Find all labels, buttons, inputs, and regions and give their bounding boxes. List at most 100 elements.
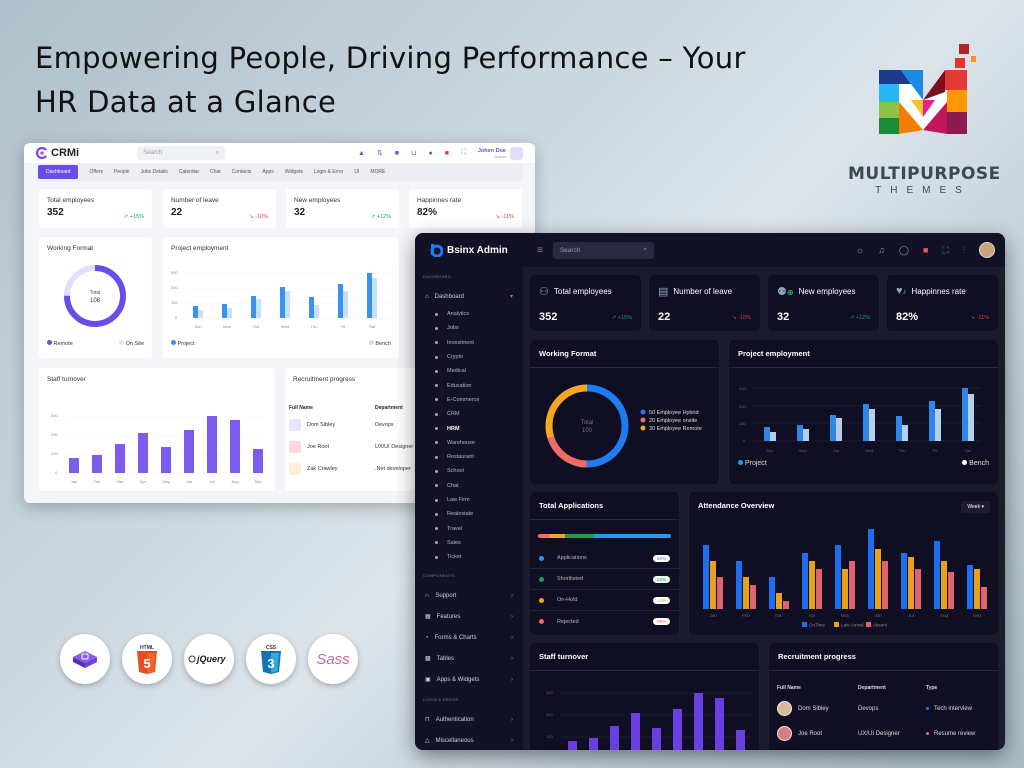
table-row[interactable]: Joe Root UX/UI Designer — [285, 431, 425, 453]
card-title: Recruitment progress — [293, 376, 356, 383]
chevron-right-icon: › — [511, 613, 513, 620]
sidebar-sub-medical[interactable]: Medical — [415, 364, 523, 378]
svg-text:100: 100 — [582, 428, 593, 434]
nav-people[interactable]: People — [114, 169, 130, 175]
admin-logo-text: Bsinx Admin — [447, 244, 508, 256]
admin-search-placeholder: Search — [559, 246, 581, 254]
crm-logo-text: CRMi — [51, 147, 80, 159]
sidebar-item-tables[interactable]: ▩ Tables › — [425, 655, 513, 663]
sidebar-item-forms-charts[interactable]: ◔ Forms & Charts › — [425, 634, 513, 641]
fullscreen-icon[interactable]: ⛶ — [942, 244, 949, 255]
nav-contacts[interactable]: Contacts — [231, 169, 252, 175]
sidebar-sub-sales[interactable]: Sales — [415, 536, 523, 550]
nav-jobs-details[interactable]: Jobs Details — [140, 169, 168, 175]
svg-text:Jan: Jan — [71, 479, 77, 484]
stat-value: 22 — [171, 207, 183, 218]
crm-search-input[interactable]: Search ⌕ — [137, 146, 226, 160]
svg-text:Mon: Mon — [223, 324, 231, 329]
nav-login-error[interactable]: Login & Error — [313, 169, 344, 175]
m-logo-icon — [871, 42, 977, 142]
user-role: Admin — [494, 153, 506, 159]
avatar[interactable] — [979, 242, 995, 258]
flag-icon[interactable]: ■ — [444, 149, 449, 157]
fullscreen-icon[interactable]: ⛶ — [460, 149, 466, 156]
sidebar-sub-jobs[interactable]: Jobs — [415, 321, 523, 335]
sidebar-item-authentication[interactable]: ⊓ Authentication › — [425, 716, 513, 724]
list-item: On-Hold 12% — [530, 590, 679, 611]
nav-widgets[interactable]: Widgets — [284, 169, 303, 175]
table-row[interactable]: Zak Crawley .Net developer — [285, 453, 425, 475]
heart-icon: ♥♪ — [896, 285, 907, 297]
crm-header: CRMi Search ⌕ ▲ ⇅ ■ ⊔ ● ■ ⛶ Johen Doe Adm… — [24, 143, 535, 163]
staff-turnover-dark-chart: 300 200 100 — [546, 690, 750, 750]
table-row[interactable]: Joe Root UX/UI Designer Resume review — [769, 716, 998, 741]
table-row[interactable]: Dom Sibley Devops Tech interview — [769, 691, 998, 716]
sass-icon: Sass — [308, 634, 358, 684]
project-employment-legend: Project Bench — [729, 460, 998, 467]
sidebar-sub-investment[interactable]: Investment — [415, 336, 523, 350]
admin-sidebar: DASHBOARD ⌂ Dashboard ▾ Analytics Jobs I… — [415, 267, 523, 750]
flag-icon[interactable]: ■ — [922, 245, 929, 255]
bell-icon[interactable]: ▲ — [357, 149, 365, 157]
chat-icon[interactable]: ◯ — [898, 244, 909, 255]
admin-logo[interactable]: Bsinx Admin — [415, 243, 523, 257]
theme-toggle-sun-icon[interactable]: ☼ — [855, 245, 865, 255]
sidebar-item-dashboard[interactable]: ⌂ Dashboard ▾ — [425, 293, 513, 301]
nav-calendar[interactable]: Calendar — [178, 169, 200, 175]
sidebar-sub-school[interactable]: School — [415, 464, 523, 478]
sidebar-item-miscellaneous[interactable]: △ Miscellaneous › — [425, 737, 513, 745]
cart-icon[interactable]: ⊔ — [411, 150, 417, 157]
sidebar-sub-travel[interactable]: Travel — [415, 521, 523, 535]
bell-icon[interactable]: ♫ — [878, 245, 885, 255]
admin-content: ⚇ Total employees 352 ↗ +15% ▤ Number of l… — [523, 267, 1005, 750]
crm-top-nav: Dashboard Offers People Jobs Details Cal… — [36, 163, 523, 181]
nav-ui[interactable]: UI — [354, 169, 360, 175]
sidebar-sub-crypto[interactable]: Crypto — [415, 350, 523, 364]
crm-user-menu[interactable]: Johen Doe Admin — [478, 146, 523, 160]
nav-dashboard[interactable]: Dashboard — [38, 165, 79, 179]
sidebar-sub-realestate[interactable]: Realestate — [415, 507, 523, 521]
stat-change: ↘ -10% — [732, 315, 751, 321]
admin-search-input[interactable]: Search ⌕ — [552, 241, 654, 259]
sidebar-sub-restaurant[interactable]: Restaurant — [415, 450, 523, 464]
stat-label: Total employees — [47, 197, 94, 204]
sidebar-item-features[interactable]: ▦ Features › — [425, 613, 513, 621]
crm-logo[interactable]: CRMi — [36, 147, 79, 159]
chevron-right-icon: › — [511, 655, 513, 662]
file-icon[interactable]: ■ — [394, 149, 400, 157]
sidebar-sub-warehouse[interactable]: Warehouse — [415, 436, 523, 450]
svg-text:Fri: Fri — [933, 448, 938, 453]
project-employment-legend: Project Bench — [163, 340, 399, 347]
svg-text:Mar: Mar — [117, 479, 125, 484]
sidebar-sub-hrm[interactable]: HRM — [415, 421, 523, 435]
svg-text:20 Employee onsite: 20 Employee onsite — [649, 418, 697, 424]
hamburger-menu-icon[interactable]: ≡ — [537, 244, 543, 256]
card-title: Staff turnover — [539, 652, 589, 661]
settings-sliders-icon[interactable]: ⫶ — [962, 244, 965, 255]
sidebar-item-support[interactable]: ∩ Support › — [425, 592, 513, 599]
table-row[interactable]: Dom Sibley Devops — [285, 411, 425, 431]
svg-text:30 Employee Remote: 30 Employee Remote — [649, 426, 702, 432]
nav-apps[interactable]: Apps — [262, 169, 274, 175]
stat-card-number-of-leave: Number of leave 22 ↘ -10% — [163, 189, 276, 228]
nav-chat[interactable]: Chat — [210, 169, 221, 175]
stat-value: 32 — [777, 311, 790, 323]
attendance-range-dropdown[interactable]: Week ▾ — [961, 501, 990, 513]
sidebar-item-apps-widgets[interactable]: ▣ Apps & Widgets › — [425, 676, 513, 684]
translate-icon[interactable]: ⇅ — [376, 150, 383, 157]
sidebar-sub-analytics[interactable]: Analytics — [415, 307, 523, 321]
sidebar-sub-chat[interactable]: Chat — [415, 479, 523, 493]
sidebar-sub-ticket[interactable]: Ticket — [415, 550, 523, 564]
sidebar-sub-education[interactable]: Education — [415, 378, 523, 392]
chat-icon[interactable]: ● — [428, 149, 433, 157]
svg-text:0: 0 — [55, 470, 58, 475]
svg-text:Jan: Jan — [709, 613, 717, 618]
sidebar-sub-law-firm[interactable]: Law Firm — [415, 493, 523, 507]
sidebar-sub-crm[interactable]: CRM — [415, 407, 523, 421]
svg-text:Wed: Wed — [865, 448, 873, 453]
page-headline: Empowering People, Driving Performance –… — [35, 36, 746, 124]
nav-more[interactable]: MORE — [370, 169, 386, 175]
nav-offers[interactable]: Offers — [89, 169, 103, 175]
sidebar-sub-ecommerce[interactable]: E-Commerce — [415, 393, 523, 407]
crm-search-placeholder: Search — [143, 150, 163, 156]
